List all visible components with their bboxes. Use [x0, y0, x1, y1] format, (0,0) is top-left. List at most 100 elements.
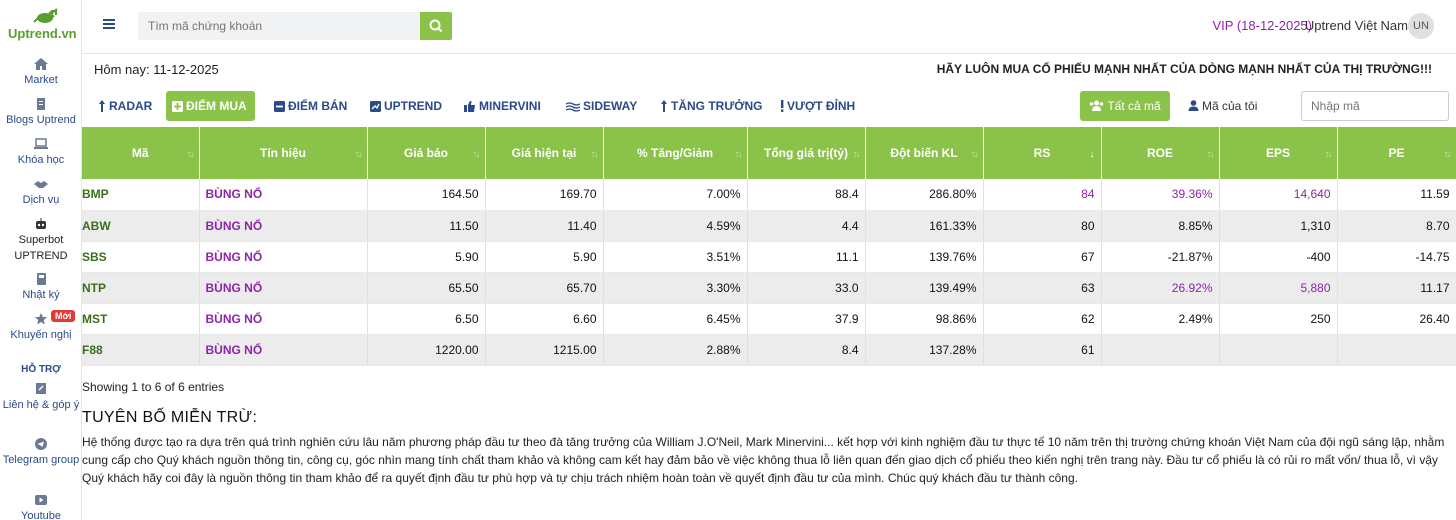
- column-header-current-price[interactable]: Giá hiện tại ↑↓: [485, 127, 604, 179]
- slogan: HÃY LUÔN MUA CỔ PHIẾU MẠNH NHẤT CỦA DÒNG…: [936, 62, 1432, 76]
- sidebar-item-journal[interactable]: Nhật ký: [0, 273, 82, 303]
- book-icon: [37, 273, 46, 285]
- column-header-alert-price[interactable]: Giá báo ↑↓: [367, 127, 486, 179]
- cell-code[interactable]: BMP: [82, 179, 200, 211]
- cell-volume-spike: 98.86%: [865, 303, 984, 335]
- arrow-up-icon: [99, 100, 105, 112]
- search-input[interactable]: [138, 12, 420, 40]
- tab-label: MINERVINI: [479, 99, 541, 113]
- cell-alert-price: 65.50: [367, 272, 486, 304]
- disclaimer-body: Hệ thống được tạo ra dựa trên quá trình …: [82, 435, 1445, 485]
- tab-radar[interactable]: RADAR: [92, 91, 158, 121]
- cell-code[interactable]: ABW: [82, 210, 200, 242]
- cell-eps: 14,640: [1219, 179, 1338, 211]
- sidebar-item-market[interactable]: Market: [0, 58, 82, 88]
- table-header-row: Mã ↑↓ Tín hiệu ↑↓ Giá báo ↑↓ Giá hiện tại ↑↓…: [82, 127, 1456, 179]
- cell-pe: [1337, 334, 1456, 366]
- bull-icon: [33, 8, 58, 23]
- sidebar-item-contact[interactable]: Liên hệ & góp ý: [0, 383, 82, 413]
- tab-minervini[interactable]: MINERVINI: [458, 91, 547, 121]
- sort-icon: ↑↓: [852, 149, 861, 160]
- home-icon: [34, 58, 48, 70]
- sidebar-item-recommend[interactable]: Khuyến nghị: [0, 313, 82, 343]
- sidebar-item-youtube[interactable]: Youtube: [0, 494, 82, 520]
- cell-code[interactable]: SBS: [82, 241, 200, 273]
- cell-roe: 8.85%: [1101, 210, 1220, 242]
- user-name[interactable]: Uptrend Việt Nam: [1304, 18, 1408, 33]
- tab-uptrend[interactable]: UPTREND: [364, 91, 448, 121]
- cell-code[interactable]: MST: [82, 303, 200, 335]
- star-icon: [35, 313, 47, 325]
- cell-rs: 84: [983, 179, 1102, 211]
- cell-volume-spike: 139.76%: [865, 241, 984, 273]
- column-header-eps[interactable]: EPS ↑↓: [1219, 127, 1338, 179]
- sort-icon: ↑↓: [472, 149, 481, 160]
- sidebar-item-label: Superbot UPTREND: [14, 234, 68, 262]
- table-row[interactable]: ABW BÙNG NỔ 11.50 11.40 4.59% 4.4 161.33…: [82, 210, 1456, 242]
- cell-total-value: 8.4: [747, 334, 866, 366]
- column-header-label: Mã: [131, 146, 149, 160]
- sidebar-item-label: Blogs Uptrend: [6, 114, 76, 126]
- tab-growth[interactable]: TĂNG TRƯỞNG: [654, 91, 769, 121]
- column-header-roe[interactable]: ROE ↑↓: [1101, 127, 1220, 179]
- hamburger-menu-icon[interactable]: [102, 17, 116, 31]
- my-codes-button[interactable]: Mã của tôi: [1188, 91, 1257, 121]
- avatar[interactable]: UN: [1408, 13, 1434, 39]
- column-header-change[interactable]: % Tăng/Giảm ↑↓: [603, 127, 748, 179]
- cell-code[interactable]: F88: [82, 334, 200, 366]
- cell-rs: 61: [983, 334, 1102, 366]
- cell-code[interactable]: NTP: [82, 272, 200, 304]
- sort-icon: ↑↓: [970, 149, 979, 160]
- sidebar-item-label: Dịch vụ: [22, 194, 60, 206]
- sidebar-item-courses[interactable]: Khóa học: [0, 138, 82, 168]
- tab-label: ĐIỂM MUA: [186, 99, 247, 113]
- all-codes-button[interactable]: Tất cả mã: [1080, 91, 1170, 121]
- cell-pe: 11.17: [1337, 272, 1456, 304]
- column-header-total-value[interactable]: Tổng giá trị(tỷ) ↑↓: [747, 127, 866, 179]
- cell-change: 2.88%: [603, 334, 748, 366]
- cell-current-price: 6.60: [485, 303, 604, 335]
- column-header-label: ROE: [1146, 146, 1173, 160]
- cell-pe: 26.40: [1337, 303, 1456, 335]
- sidebar-item-blogs[interactable]: Blogs Uptrend: [0, 98, 82, 128]
- tab-label: TĂNG TRƯỞNG: [671, 99, 763, 113]
- column-header-volume-spike[interactable]: Đột biến KL ↑↓: [865, 127, 984, 179]
- sidebar-item-services[interactable]: Dịch vụ: [0, 178, 82, 208]
- tab-sideway[interactable]: SIDEWAY: [560, 91, 643, 121]
- sidebar-item-superbot[interactable]: Superbot UPTREND: [0, 218, 82, 264]
- table-row[interactable]: BMP BÙNG NỔ 164.50 169.70 7.00% 88.4 286…: [82, 179, 1456, 211]
- search-icon: [429, 19, 443, 33]
- sidebar-item-telegram[interactable]: Telegram group: [0, 438, 82, 468]
- table-row[interactable]: MST BÙNG NỔ 6.50 6.60 6.45% 37.9 98.86% …: [82, 303, 1456, 335]
- table-row[interactable]: F88 BÙNG NỔ 1220.00 1215.00 2.88% 8.4 13…: [82, 334, 1456, 366]
- brand-logo[interactable]: Uptrend.vn: [8, 8, 77, 44]
- cell-total-value: 88.4: [747, 179, 866, 211]
- column-header-code[interactable]: Mã ↑↓: [82, 127, 200, 179]
- cell-change: 3.51%: [603, 241, 748, 273]
- column-header-rs[interactable]: RS ↓: [983, 127, 1102, 179]
- table-row[interactable]: NTP BÙNG NỔ 65.50 65.70 3.30% 33.0 139.4…: [82, 272, 1456, 304]
- tab-label: UPTREND: [384, 99, 443, 113]
- my-codes-label: Mã của tôi: [1202, 99, 1258, 113]
- sidebar-item-label: Telegram group: [2, 454, 80, 466]
- column-header-label: Tổng giá trị(tỷ): [764, 146, 848, 160]
- cell-signal: BÙNG NỔ: [199, 210, 368, 242]
- column-header-label: Giá hiện tại: [511, 146, 577, 160]
- sort-desc-icon: ↓: [1089, 149, 1095, 160]
- tab-label: SIDEWAY: [583, 99, 638, 113]
- tab-breakout[interactable]: VƯỢT ĐỈNH: [774, 91, 861, 121]
- column-header-signal[interactable]: Tín hiệu ↑↓: [199, 127, 368, 179]
- cell-current-price: 65.70: [485, 272, 604, 304]
- tab-buy-point[interactable]: ĐIỂM MUA: [166, 91, 255, 121]
- column-header-pe[interactable]: PE ↑↓: [1337, 127, 1456, 179]
- edit-icon: [36, 383, 46, 394]
- tab-sell-point[interactable]: ĐIỂM BÁN: [268, 91, 353, 121]
- cell-roe: [1101, 334, 1220, 366]
- code-input[interactable]: [1301, 91, 1449, 121]
- cell-volume-spike: 137.28%: [865, 334, 984, 366]
- cell-eps: [1219, 334, 1338, 366]
- column-header-label: EPS: [1265, 146, 1290, 160]
- cell-eps: -400: [1219, 241, 1338, 273]
- search-button[interactable]: [420, 12, 452, 40]
- table-row[interactable]: SBS BÙNG NỔ 5.90 5.90 3.51% 11.1 139.76%…: [82, 241, 1456, 273]
